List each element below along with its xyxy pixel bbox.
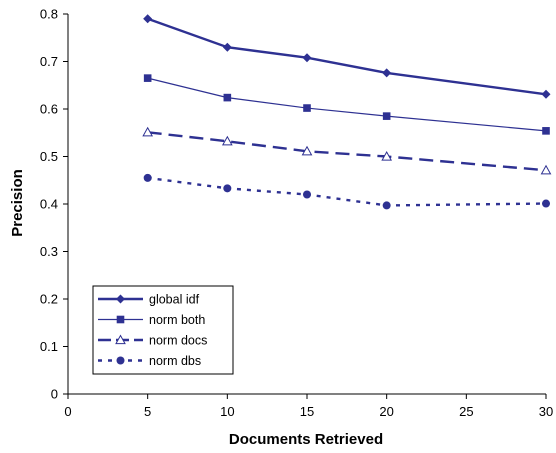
data-point-norm-docs — [221, 135, 233, 146]
legend: global idf norm both norm docs norm dbs — [92, 285, 234, 375]
x-tick-label: 20 — [379, 404, 393, 419]
x-tick-label: 25 — [459, 404, 473, 419]
y-tick-label: 0.1 — [40, 339, 58, 354]
data-point-norm-dbs — [542, 199, 550, 208]
axes: 0 0.1 0.2 0.3 0.4 0.5 0.6 0.7 0.8 0 5 10 15 20 25 30 — [40, 7, 553, 420]
data-point-norm-dbs — [143, 173, 152, 182]
series-global-idf — [143, 14, 551, 99]
legend-label-norm-docs: norm docs — [149, 334, 207, 348]
x-tick-label: 10 — [220, 404, 234, 419]
data-point-norm-both — [143, 74, 152, 82]
series-layer — [142, 14, 552, 210]
legend-marker-norm-both — [116, 315, 125, 324]
series-line-norm-docs — [147, 131, 547, 172]
y-axis-title: Precision — [9, 169, 26, 237]
series-norm-dbs — [143, 173, 550, 210]
series-norm-docs — [142, 126, 552, 175]
x-tick-label: 0 — [64, 404, 71, 419]
x-axis-title: Documents Retrieved — [229, 431, 383, 448]
data-point-global-idf — [222, 42, 232, 52]
y-tick-label: 0.6 — [40, 102, 58, 117]
data-point-norm-docs — [381, 150, 393, 161]
data-point-global-idf — [302, 53, 312, 63]
legend-label-global-idf: global idf — [149, 293, 200, 307]
series-line-norm-dbs — [147, 176, 547, 207]
legend-marker-norm-docs — [115, 334, 126, 345]
x-tick-label: 15 — [300, 404, 314, 419]
data-point-norm-both — [382, 112, 391, 120]
data-point-norm-dbs — [303, 190, 311, 199]
legend-label-norm-both: norm both — [149, 313, 205, 327]
y-tick-label: 0.8 — [40, 7, 58, 22]
y-tick-label: 0 — [51, 387, 58, 402]
x-tick-label: 30 — [539, 404, 553, 419]
legend-box — [92, 285, 234, 375]
data-point-global-idf — [541, 89, 551, 99]
legend-label-norm-dbs: norm dbs — [149, 354, 201, 368]
data-point-norm-dbs — [382, 201, 391, 210]
legend-marker-norm-dbs — [116, 356, 125, 365]
x-tick-label: 5 — [144, 404, 151, 419]
series-norm-both — [143, 74, 550, 135]
data-point-norm-both — [223, 93, 232, 102]
y-tick-label: 0.3 — [40, 244, 58, 259]
legend-marker-global-idf — [116, 294, 125, 304]
y-tick-label: 0.5 — [40, 149, 58, 164]
y-tick-label: 0.4 — [40, 197, 58, 212]
data-point-global-idf — [143, 14, 153, 24]
data-point-norm-docs — [301, 145, 313, 156]
data-point-norm-both — [542, 127, 550, 135]
data-point-norm-both — [303, 104, 311, 112]
data-point-global-idf — [382, 68, 392, 78]
series-line-global-idf — [147, 17, 547, 96]
y-tick-label: 0.7 — [40, 54, 58, 69]
data-point-norm-dbs — [223, 184, 232, 193]
data-point-norm-docs — [142, 126, 154, 137]
y-tick-label: 0.2 — [40, 292, 58, 307]
data-point-norm-docs — [540, 164, 552, 175]
